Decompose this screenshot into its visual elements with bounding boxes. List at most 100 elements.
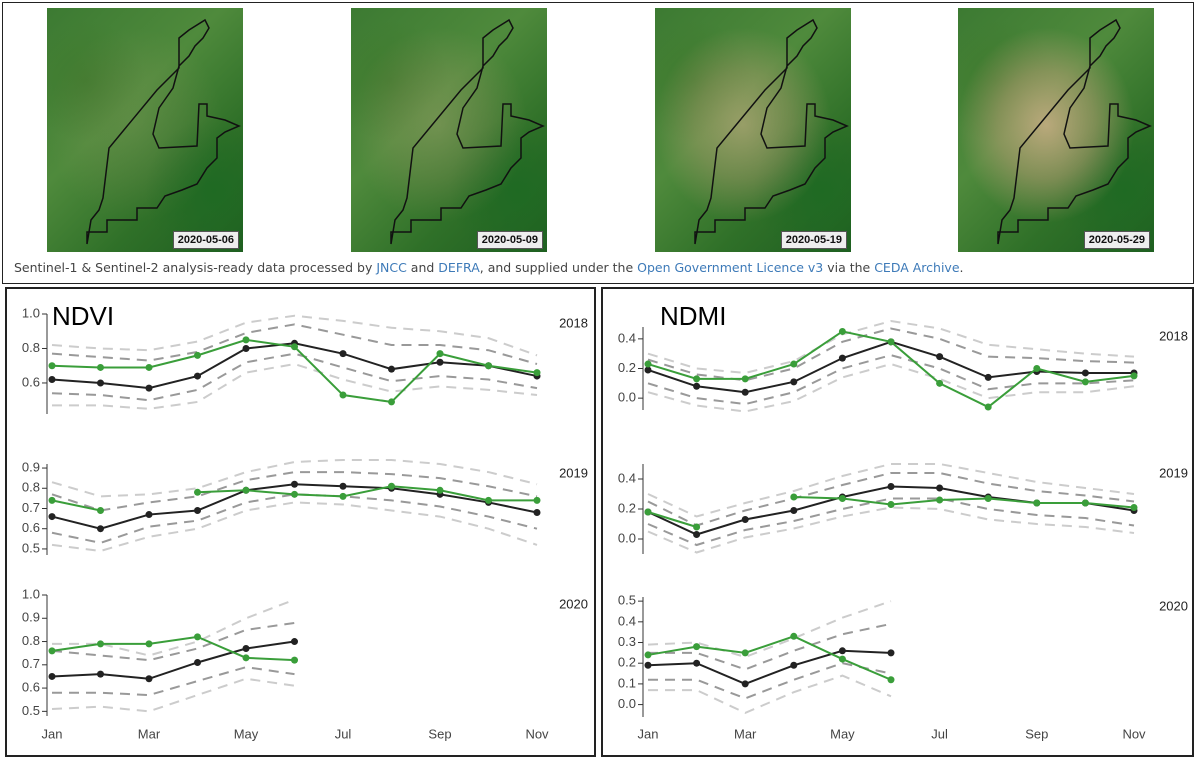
data-point: [1033, 499, 1041, 507]
band-line: [647, 497, 1135, 547]
band-line: [648, 662, 892, 700]
data-point: [887, 483, 895, 490]
y-tick-label: 0.9: [22, 610, 40, 625]
field-outline: [997, 18, 1152, 245]
caption-text: , and supplied under the: [479, 260, 638, 275]
band-line: [647, 472, 1135, 527]
data-point: [242, 344, 250, 352]
caption-text: Sentinel-1 & Sentinel-2 analysis-ready d…: [14, 260, 377, 275]
data-point: [48, 672, 56, 680]
caption: Sentinel-1 & Sentinel-2 analysis-ready d…: [14, 260, 964, 275]
data-point: [194, 372, 201, 380]
data-point: [1081, 378, 1089, 386]
data-point: [790, 661, 798, 669]
data-point: [194, 488, 201, 496]
band-line: [51, 314, 538, 357]
y-tick-label: 0.5: [22, 703, 40, 718]
satellite-image: 2020-05-29: [958, 8, 1154, 252]
series-line: [647, 511, 697, 528]
field-boundary: [997, 18, 1152, 245]
data-point: [887, 501, 895, 508]
data-point: [194, 658, 201, 666]
caption-link[interactable]: CEDA Archive: [874, 260, 960, 275]
y-tick-label: 0.3: [618, 634, 636, 649]
y-tick-label: 0.6: [22, 520, 40, 535]
data-point: [291, 656, 298, 664]
data-point: [291, 638, 298, 646]
band-line: [52, 362, 538, 410]
data-point: [533, 369, 541, 377]
y-tick-label: 0.8: [22, 480, 40, 495]
data-point: [644, 661, 652, 669]
data-point: [388, 482, 395, 490]
y-tick-label: 0.7: [22, 656, 40, 671]
panel-title: NDVI: [52, 301, 114, 331]
data-point: [291, 480, 298, 488]
series-line: [647, 635, 892, 681]
data-point: [194, 507, 201, 515]
y-tick-label: 0.0: [618, 530, 636, 545]
field-outline: [390, 18, 545, 245]
caption-link[interactable]: DEFRA: [438, 260, 480, 275]
image-date: 2020-05-29: [1083, 231, 1150, 249]
data-point: [887, 338, 895, 346]
data-point: [97, 379, 104, 387]
data-point: [838, 495, 846, 502]
series-line: [793, 496, 1135, 509]
data-point: [838, 655, 846, 663]
data-point: [48, 647, 56, 655]
data-point: [644, 651, 652, 659]
data-point: [533, 496, 541, 504]
satellite-image: 2020-05-19: [655, 8, 851, 252]
series-line: [51, 640, 295, 680]
satellite-image: 2020-05-06: [47, 8, 243, 252]
imagery-panel: [2, 2, 1194, 284]
data-point: [242, 645, 250, 653]
data-point: [693, 659, 701, 667]
data-point: [145, 511, 153, 519]
band-line: [647, 320, 1135, 374]
data-point: [1130, 504, 1138, 511]
x-tick-label: Sep: [1025, 726, 1048, 741]
series-line: [197, 485, 537, 502]
series-line: [647, 649, 892, 685]
data-point: [145, 384, 153, 392]
data-point: [693, 643, 701, 651]
y-tick-label: 0.2: [618, 500, 636, 515]
data-point: [644, 360, 652, 368]
data-point: [388, 398, 395, 406]
caption-link[interactable]: JNCC: [376, 260, 407, 275]
data-point: [790, 378, 798, 386]
y-tick-label: 0.6: [22, 680, 40, 695]
data-point: [693, 382, 701, 390]
field-outline: [694, 18, 849, 245]
data-point: [741, 388, 749, 396]
data-point: [936, 353, 944, 361]
caption-text: .: [959, 260, 964, 275]
data-point: [194, 633, 201, 641]
panel-title: NDMI: [660, 301, 726, 331]
data-point: [936, 496, 944, 504]
data-point: [644, 508, 652, 516]
series-line: [647, 340, 1134, 394]
data-point: [388, 365, 395, 373]
band-line: [51, 493, 538, 544]
y-tick-label: 0.1: [618, 675, 636, 690]
data-point: [145, 363, 153, 371]
data-point: [291, 343, 298, 351]
data-point: [936, 379, 944, 387]
caption-text: via the: [823, 260, 875, 275]
data-point: [242, 654, 250, 662]
caption-link[interactable]: Open Government Licence v3: [637, 260, 824, 275]
data-point: [790, 507, 798, 514]
data-point: [887, 649, 895, 657]
data-point: [291, 490, 298, 498]
y-tick-label: 1.0: [22, 586, 40, 601]
year-label: 2018: [559, 315, 588, 330]
band-line: [51, 501, 538, 552]
data-point: [790, 493, 798, 501]
image-date: 2020-05-06: [172, 231, 239, 249]
year-label: 2020: [1159, 598, 1188, 613]
data-point: [693, 523, 701, 531]
band-line: [51, 352, 538, 402]
